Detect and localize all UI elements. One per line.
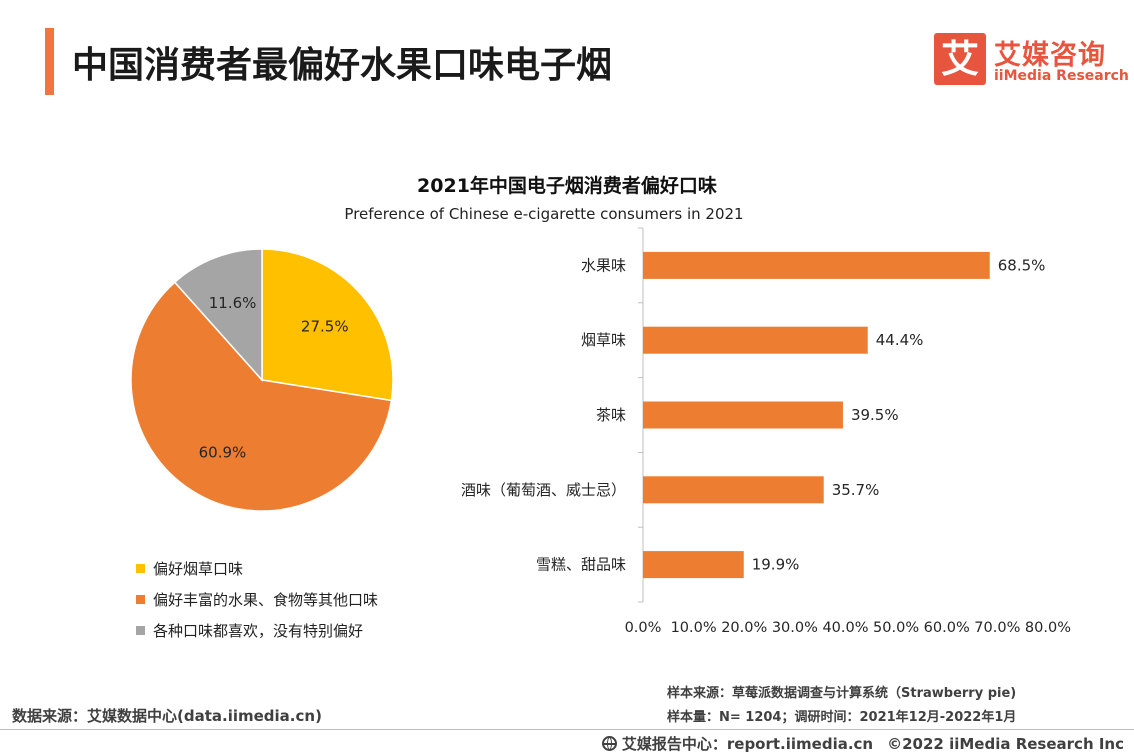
- report-center: 艾媒报告中心：report.iimedia.cn: [621, 735, 874, 753]
- legend-swatch: [136, 564, 145, 573]
- x-tick-label: 20.0%: [721, 620, 767, 636]
- chart-subtitle: Preference of Chinese e-cigarette consum…: [344, 205, 744, 223]
- sample-source: 样本来源：草莓派数据调查与计算系统（Strawberry pie): [667, 686, 1017, 701]
- x-tick-label: 40.0%: [822, 620, 868, 636]
- x-tick-label: 80.0%: [1025, 620, 1071, 636]
- bar-value-label: 44.4%: [876, 331, 924, 349]
- sample-size: 样本量：N= 1204；调研时间：2021年12月-2022年1月: [667, 710, 1017, 725]
- footer-divider: [0, 729, 1134, 730]
- x-tick-label: 10.0%: [671, 620, 717, 636]
- iimedia-logo: 艾 艾媒咨询 iiMedia Research: [934, 33, 1129, 91]
- logo-name-en: iiMedia Research: [994, 68, 1129, 84]
- legend-item: 各种口味都喜欢，没有特别偏好: [136, 615, 378, 646]
- legend-label: 偏好丰富的水果、食物等其他口味: [153, 591, 379, 609]
- bar-4: [643, 551, 744, 579]
- legend-swatch: [136, 595, 145, 604]
- x-tick-label: 60.0%: [924, 620, 970, 636]
- footer-bar: 艾媒报告中心：report.iimedia.cn ©2022 iiMedia R…: [601, 733, 1124, 754]
- x-tick-label: 0.0%: [625, 620, 662, 636]
- globe-icon: [601, 736, 617, 751]
- bar-value-label: 19.9%: [752, 556, 800, 574]
- pie-data-label: 11.6%: [209, 294, 257, 312]
- bar-value-label: 39.5%: [851, 406, 899, 424]
- logo-icon: 艾: [934, 33, 986, 85]
- legend-swatch: [136, 626, 145, 635]
- legend-item: 偏好烟草口味: [136, 553, 378, 584]
- x-tick-label: 30.0%: [772, 620, 818, 636]
- bar-value-label: 35.7%: [832, 481, 880, 499]
- bar-category-label: 烟草味: [581, 331, 626, 349]
- pie-data-label: 27.5%: [301, 317, 349, 335]
- title-accent-bar: [45, 28, 54, 95]
- logo-name-cn: 艾媒咨询: [994, 40, 1106, 71]
- pie-data-label: 60.9%: [199, 443, 247, 461]
- page-title: 中国消费者最偏好水果口味电子烟: [72, 45, 613, 86]
- bar-category-label: 茶味: [596, 406, 626, 424]
- data-source: 数据来源：艾媒数据中心(data.iimedia.cn): [12, 707, 322, 725]
- pie-legend: 偏好烟草口味偏好丰富的水果、食物等其他口味 各种口味都喜欢，没有特别偏好: [136, 553, 378, 646]
- bar-category-label: 酒味（葡萄酒、威士忌）: [461, 481, 626, 499]
- bar-2: [643, 401, 843, 429]
- bar-1: [643, 326, 868, 354]
- legend-item: 偏好丰富的水果、食物等其他口味: [136, 584, 378, 615]
- copyright: ©2022 iiMedia Research Inc: [887, 734, 1124, 753]
- bar-category-label: 水果味: [581, 256, 626, 274]
- legend-label: 偏好烟草口味: [153, 560, 244, 578]
- legend-label: 各种口味都喜欢，没有特别偏好: [153, 622, 364, 640]
- pie-slice-2: [173, 248, 263, 382]
- x-tick-label: 50.0%: [873, 620, 919, 636]
- pie-slice-0: [261, 248, 394, 402]
- bar-category-label: 雪糕、甜品味: [536, 556, 626, 574]
- x-tick-label: 70.0%: [974, 620, 1020, 636]
- pie-slice-1: [130, 281, 393, 512]
- bar-3: [643, 476, 824, 504]
- chart-title: 2021年中国电子烟消费者偏好口味: [417, 175, 717, 197]
- bar-value-label: 68.5%: [998, 256, 1046, 274]
- bar-0: [643, 251, 990, 279]
